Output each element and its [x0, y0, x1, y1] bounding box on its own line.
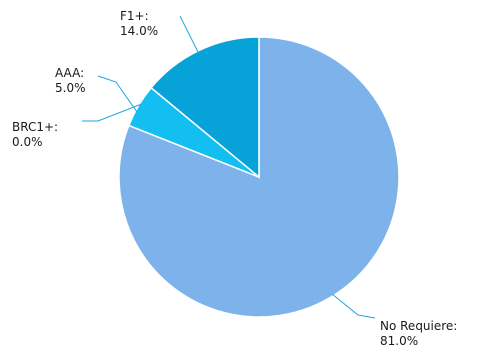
slice-label-value-brc1: 0.0%	[12, 135, 43, 149]
slice-label-value-f1: 14.0%	[120, 24, 158, 38]
slice-label-name-no-requiere: No Requiere:	[380, 319, 457, 333]
leader-line-f1	[179, 15, 199, 54]
slice-label-value-aaa: 5.0%	[55, 81, 86, 95]
leader-line-aaa	[97, 75, 138, 113]
slice-label-no-requiere: No Requiere: 81.0%	[380, 319, 457, 348]
slice-label-f1: F1+: 14.0%	[120, 9, 158, 38]
slice-label-name-brc1: BRC1+:	[12, 120, 58, 134]
slice-label-brc1: BRC1+: 0.0%	[12, 120, 58, 149]
slice-labels: No Requiere: 81.0% BRC1+: 0.0% AAA: 5.0% F1+: 1…	[12, 9, 457, 348]
slice-label-value-no-requiere: 81.0%	[380, 334, 418, 348]
leader-line-brc1	[82, 103, 143, 122]
slice-label-name-aaa: AAA:	[55, 66, 84, 80]
leader-line-no-requiere	[331, 293, 376, 319]
slice-label-name-f1: F1+:	[120, 9, 149, 23]
pie-slice-f1	[150, 36, 260, 179]
leader-lines	[82, 15, 376, 319]
pie-slices	[118, 36, 400, 318]
slice-label-aaa: AAA: 5.0%	[55, 66, 86, 95]
